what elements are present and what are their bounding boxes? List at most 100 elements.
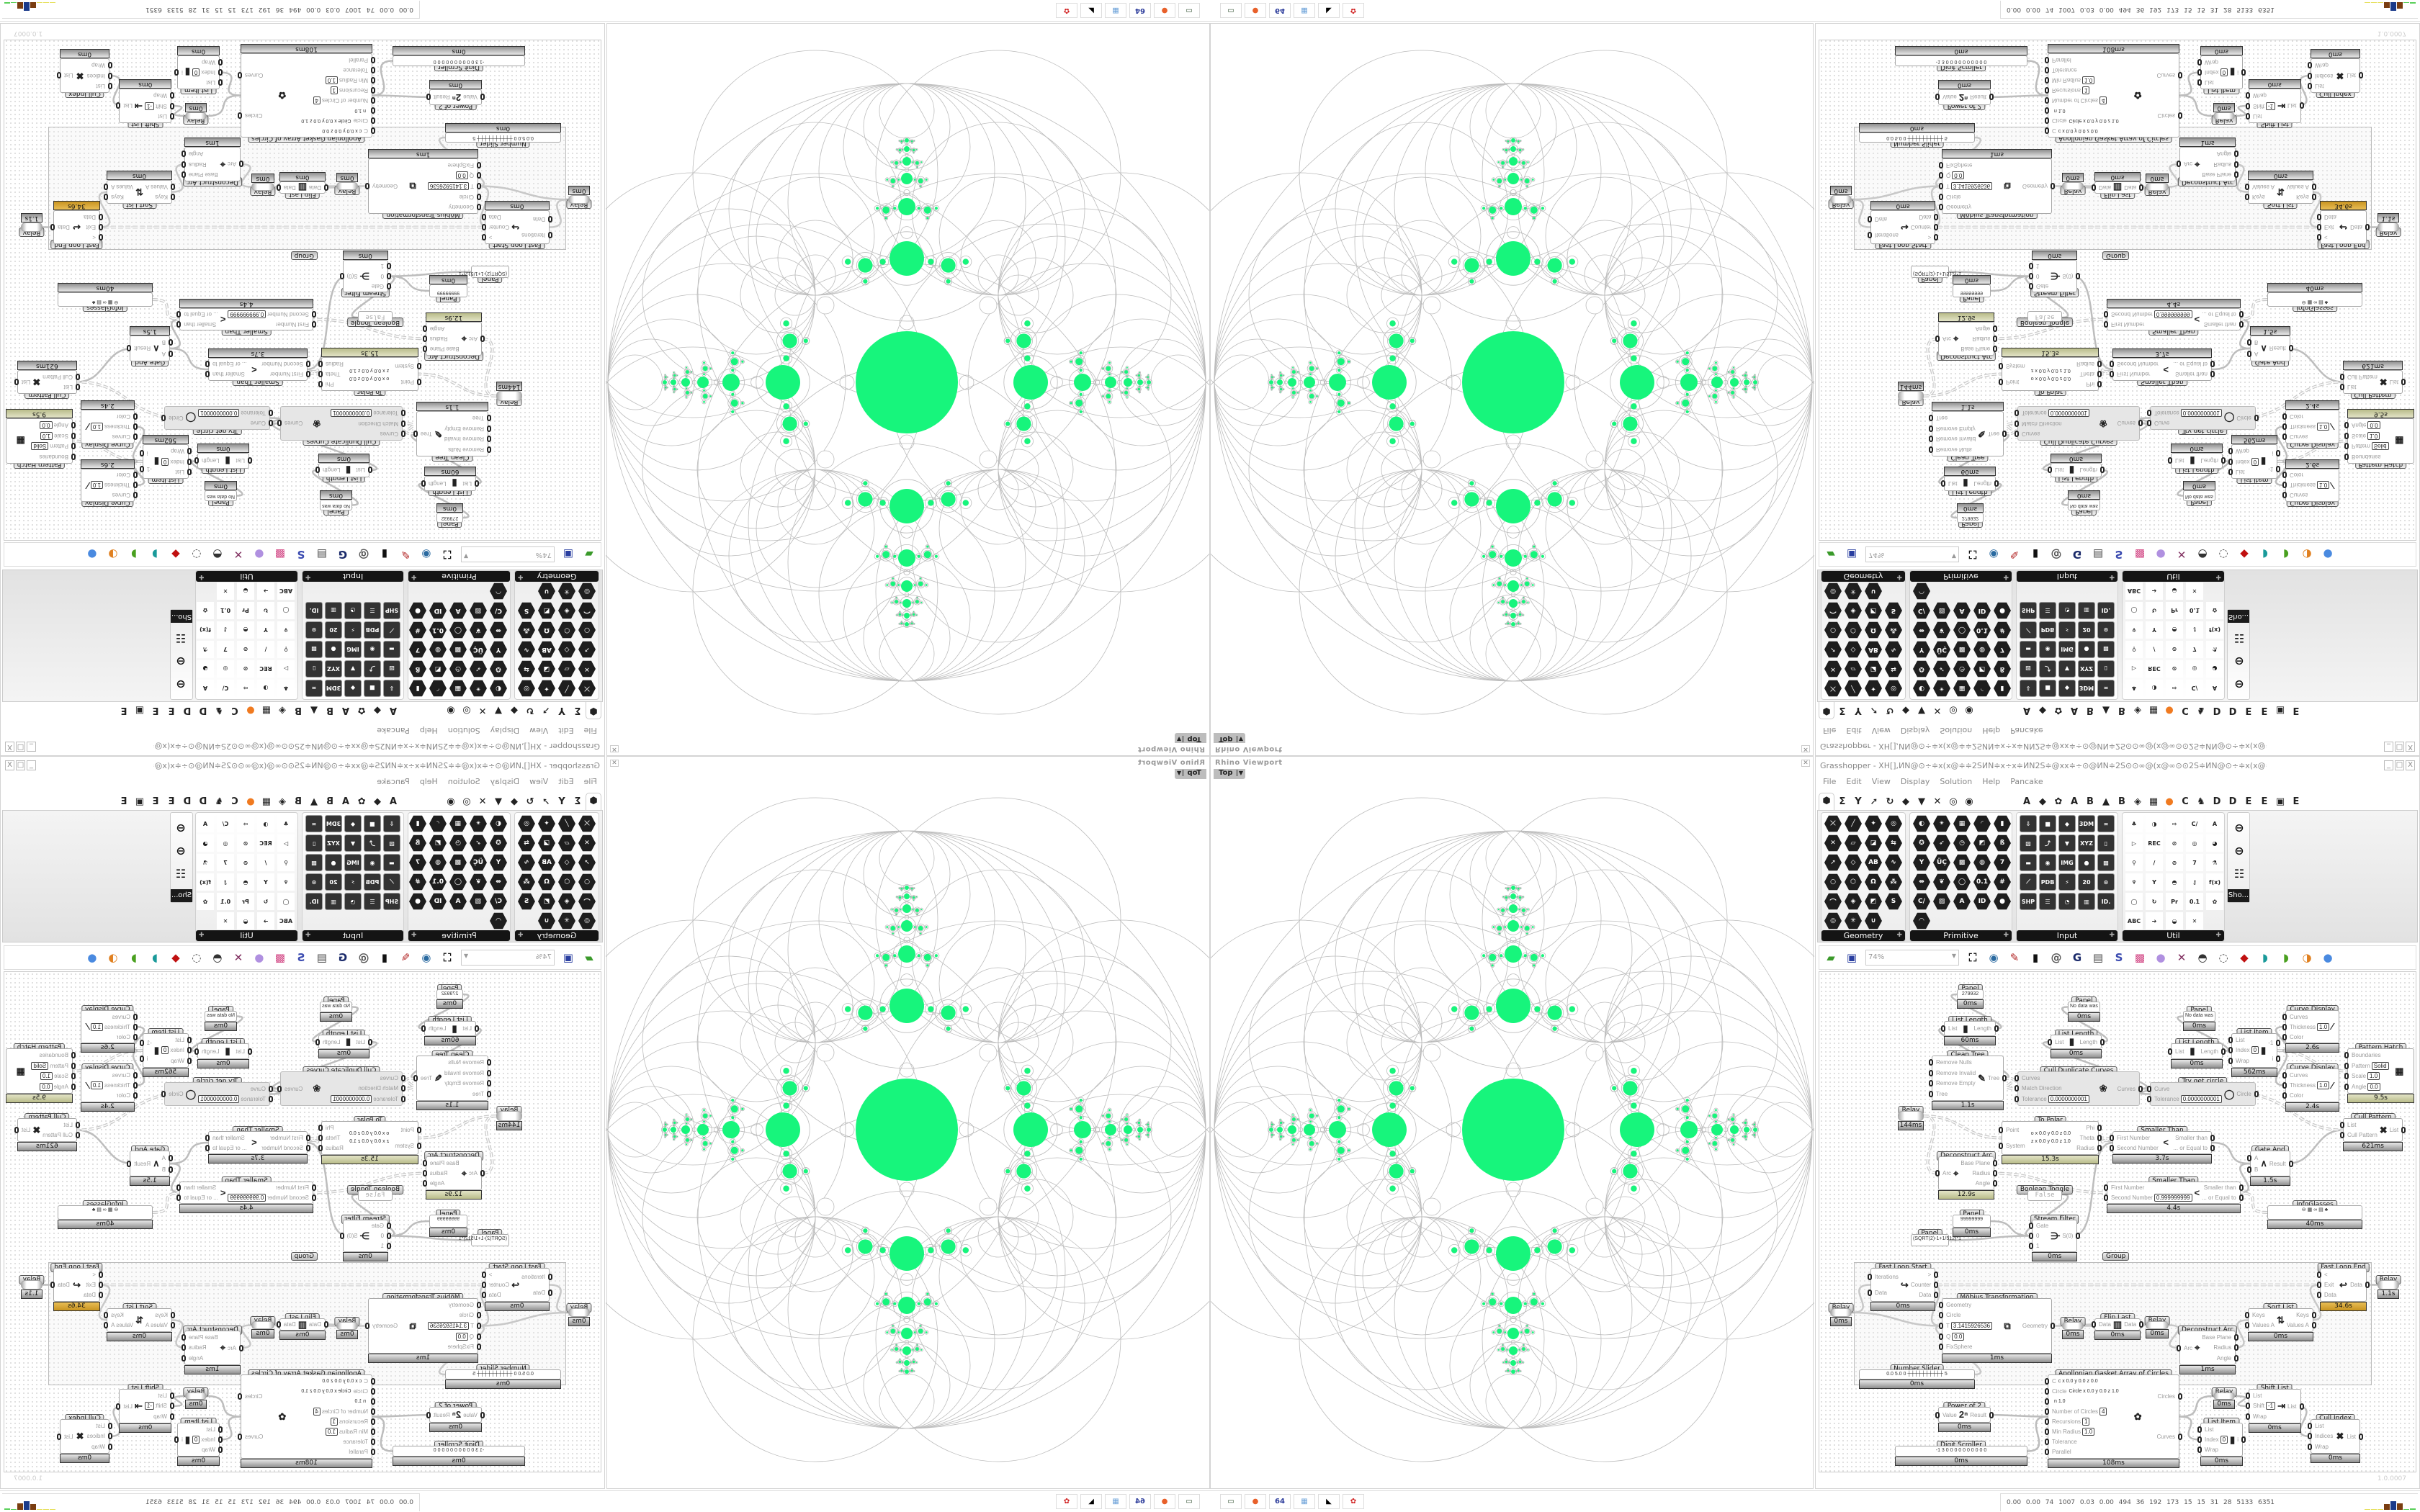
wire[interactable]: [2061, 469, 2109, 506]
component-label[interactable]: Curve Display: [2286, 1058, 2339, 1073]
component-label[interactable]: Digit Scroller: [434, 62, 483, 76]
output-port[interactable]: [2210, 1134, 2215, 1141]
component-label[interactable]: To Polar: [354, 387, 386, 401]
param-value-field[interactable]: 0.0000000001: [2048, 408, 2089, 417]
calculator-icon[interactable]: ▦: [1294, 3, 1315, 18]
output-port[interactable]: [422, 325, 427, 332]
component-icon[interactable]: ↻: [2146, 893, 2163, 910]
input-port[interactable]: [2282, 413, 2287, 420]
input-port[interactable]: [2282, 482, 2287, 489]
infoglasses-value[interactable]: ⊖ ▦ ∞ ▤ ♣: [2301, 1207, 2329, 1212]
cull-pattern-component[interactable]: List Cull Pattern ✖ List: [2340, 1118, 2406, 1142]
deconstruct-arc-component[interactable]: Arc ⌖ Base Plane Radius Angle: [2177, 1331, 2239, 1365]
plane-value[interactable]: n 1.0: [354, 108, 366, 114]
input-port[interactable]: [1939, 183, 1943, 190]
component-icon[interactable]: ➚: [1824, 854, 1842, 871]
wire[interactable]: [1948, 1235, 2033, 1241]
output-port[interactable]: [2241, 69, 2246, 76]
input-port[interactable]: [133, 492, 138, 499]
input-port[interactable]: [2246, 91, 2250, 99]
input-port[interactable]: [2029, 273, 2033, 280]
input-port[interactable]: [2048, 1038, 2052, 1045]
component-label[interactable]: Shift List: [2257, 1379, 2293, 1393]
component-label[interactable]: Panel: [437, 518, 462, 533]
relay-component[interactable]: [496, 391, 522, 401]
component-label[interactable]: Gate And: [2251, 357, 2289, 372]
list-length-component[interactable]: List ▮ Length: [2048, 463, 2105, 477]
component-label[interactable]: Panel: [323, 506, 349, 521]
component-label[interactable]: Deconstruct Arc: [1937, 1146, 1996, 1161]
firefox-icon[interactable]: ●: [1245, 3, 1266, 18]
component-label[interactable]: Panel: [208, 497, 233, 511]
smaller-than-component[interactable]: First Number Second Number 0.999999999 < Sma…: [2104, 1182, 2244, 1204]
component-label[interactable]: List Length: [2054, 1025, 2098, 1039]
cull-index-component[interactable]: List Indices Wrap ✖ List: [2308, 1419, 2363, 1454]
pattern-hatch-component[interactable]: Boundaries Pattern Solid Scale 1.0 Angle 0.0 ▦: [6, 418, 76, 464]
component-label[interactable]: Gate And: [131, 357, 169, 372]
component-icon[interactable]: ◍: [1973, 854, 1991, 871]
component-icon[interactable]: ○: [1824, 873, 1842, 891]
output-port[interactable]: [2097, 371, 2102, 378]
tab-icon[interactable]: ▼: [1918, 796, 1925, 807]
component-icon[interactable]: ◜: [1973, 815, 1991, 832]
component-icon[interactable]: 7: [1994, 854, 2011, 871]
component-label[interactable]: Panel: [2071, 991, 2097, 1006]
param-value-field[interactable]: 1.0: [2367, 1072, 2380, 1081]
input-port[interactable]: [2045, 86, 2049, 94]
output-port[interactable]: [2234, 150, 2239, 157]
gha-icon[interactable]: G: [2072, 951, 2082, 964]
input-port[interactable]: [2045, 1398, 2049, 1405]
component-icon[interactable]: ⊘: [2166, 834, 2183, 852]
close-icon[interactable]: ✕: [1801, 760, 1810, 767]
input-port[interactable]: [1868, 1289, 1872, 1296]
component-label[interactable]: Fast Loop Start: [1875, 240, 1931, 254]
rhino-icon[interactable]: ◣: [1080, 3, 1102, 18]
output-port[interactable]: [139, 466, 144, 473]
render-icon[interactable]: ◆: [2240, 951, 2249, 964]
list-item-component[interactable]: List Index 0 Wrap ▮ -1 i: [2228, 1033, 2281, 1068]
component-label[interactable]: List Item: [2203, 85, 2240, 99]
wire[interactable]: [2177, 459, 2229, 497]
input-port[interactable]: [1941, 480, 1945, 487]
wire[interactable]: [387, 271, 472, 277]
input-port[interactable]: [2045, 1428, 2049, 1436]
component-icon[interactable]: AB: [1865, 854, 1882, 871]
flip-last-component[interactable]: Data ▥ Data: [2092, 181, 2144, 194]
component-label[interactable]: List Length: [2175, 1033, 2218, 1048]
component-label[interactable]: Fast Loop End: [50, 240, 103, 254]
param-value-field[interactable]: 0.0: [40, 420, 53, 429]
output-port[interactable]: [2221, 457, 2226, 464]
component-label[interactable]: List Length: [429, 487, 472, 501]
panel-component[interactable]: 279932: [1957, 989, 1984, 999]
relay-component[interactable]: [2146, 183, 2169, 191]
input-port[interactable]: [99, 234, 103, 241]
input-port[interactable]: [2308, 1433, 2312, 1440]
open-file-icon[interactable]: ▰: [1827, 951, 1835, 964]
input-port[interactable]: [2282, 492, 2287, 499]
output-port[interactable]: [50, 224, 55, 230]
component-icon[interactable]: ∞: [2097, 815, 2115, 832]
sketch-icon[interactable]: ✎: [2009, 951, 2020, 964]
component-label[interactable]: List Length: [322, 473, 366, 487]
menu-item-display[interactable]: Display: [1900, 777, 1930, 786]
digit-scroller-component[interactable]: -1 3 0 0 0 0 0 0 0 0 0 0: [1895, 55, 2027, 66]
output-port[interactable]: [2311, 1322, 2316, 1329]
component-label[interactable]: Cull Pattern: [2350, 390, 2396, 404]
component-icon[interactable]: ◒: [2166, 912, 2183, 930]
component-label[interactable]: Relay: [334, 186, 360, 200]
component-label[interactable]: Relay: [1898, 397, 1924, 411]
component-icon[interactable]: ◷: [1953, 834, 1971, 852]
wire[interactable]: [2072, 1141, 2113, 1237]
output-port[interactable]: [1934, 1292, 1939, 1299]
input-port[interactable]: [2317, 1271, 2321, 1278]
plane-value[interactable]: Circle x 0.0 y 0.0 z 1.0: [2069, 1388, 2119, 1394]
param-value-field[interactable]: 0.0: [1952, 1332, 1965, 1341]
cluster-icon[interactable]: @: [2051, 951, 2062, 964]
wire[interactable]: [2179, 71, 2201, 96]
component-label[interactable]: Number Slider: [1890, 1359, 1944, 1374]
wire[interactable]: [2309, 1284, 2322, 1321]
fast-loop-end-component[interactable]: < Exit Data ↩ Data: [2317, 210, 2370, 244]
output-port[interactable]: [318, 360, 323, 367]
component-label[interactable]: Stream Filter: [2030, 1210, 2079, 1224]
